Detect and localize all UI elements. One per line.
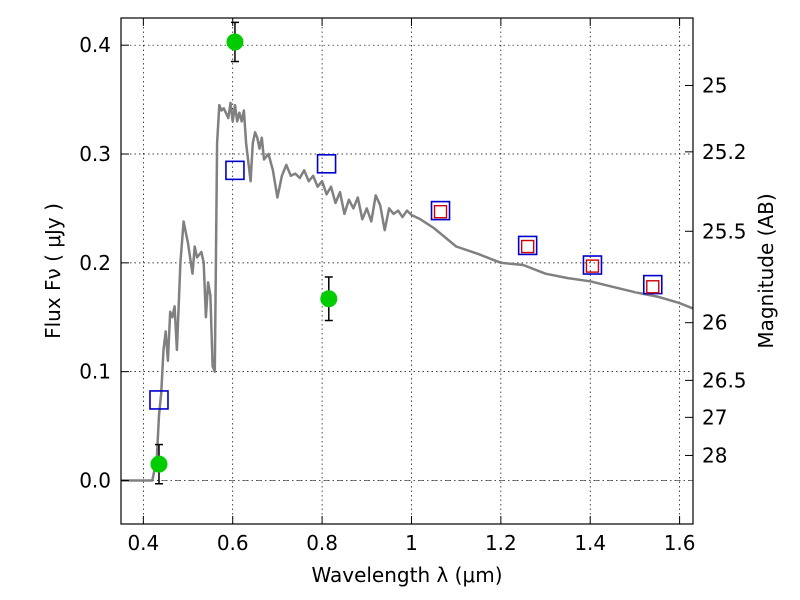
right-tick-label: 25 [702, 73, 727, 97]
green-circle-point [320, 290, 338, 308]
x-tick-label: 0.8 [306, 531, 338, 555]
green-circle-point [226, 33, 244, 51]
y-tick-label: 0.3 [79, 142, 111, 166]
y-tick-label: 0.0 [79, 468, 111, 492]
x-tick-label: 1 [405, 531, 418, 555]
blue-square-point [225, 160, 245, 181]
blue-square-point [642, 274, 663, 295]
model-spectrum-line [121, 101, 693, 482]
x-tick-label: 0.6 [217, 531, 249, 555]
blue-square-point [316, 154, 337, 174]
red-square-point [585, 259, 600, 273]
red-square-point [646, 280, 660, 294]
grid [121, 18, 693, 524]
right-tick-label: 26 [702, 311, 727, 335]
y-tick-label: 0.1 [79, 360, 111, 384]
x-tick-label: 1.2 [485, 531, 517, 555]
blue-square-point [582, 255, 603, 275]
y-tick-label: 0.2 [79, 251, 111, 275]
axis-ticks: 0.4 0.6 0.8 1 1.2 1.4 1.6 0.0 0.1 0.2 0.3 0.4 25 25.2… [79, 18, 747, 555]
red-square-point [520, 239, 535, 254]
right-tick-label: 26.5 [702, 368, 747, 392]
green-circle-point [150, 455, 168, 473]
plot-area [121, 21, 693, 485]
right-tick-label: 27 [702, 405, 727, 429]
blue-square-point [149, 390, 169, 410]
right-tick-label: 25.5 [702, 219, 747, 243]
right-tick-label: 28 [702, 443, 727, 467]
y-tick-label: 0.4 [79, 33, 111, 57]
x-tick-label: 1.6 [664, 531, 696, 555]
y-axis-label: Flux Fν ( μJy ) [41, 203, 65, 339]
right-tick-label: 25.2 [702, 140, 747, 164]
x-tick-label: 1.4 [574, 531, 606, 555]
plot-frame [120, 17, 694, 525]
blue-square-point [430, 200, 451, 221]
x-axis-label: Wavelength λ (μm) [311, 563, 502, 587]
x-tick-label: 0.4 [127, 531, 159, 555]
right-axis-label: Magnitude (AB) [754, 193, 778, 348]
blue-square-point [517, 235, 538, 256]
red-square-point [433, 204, 448, 219]
